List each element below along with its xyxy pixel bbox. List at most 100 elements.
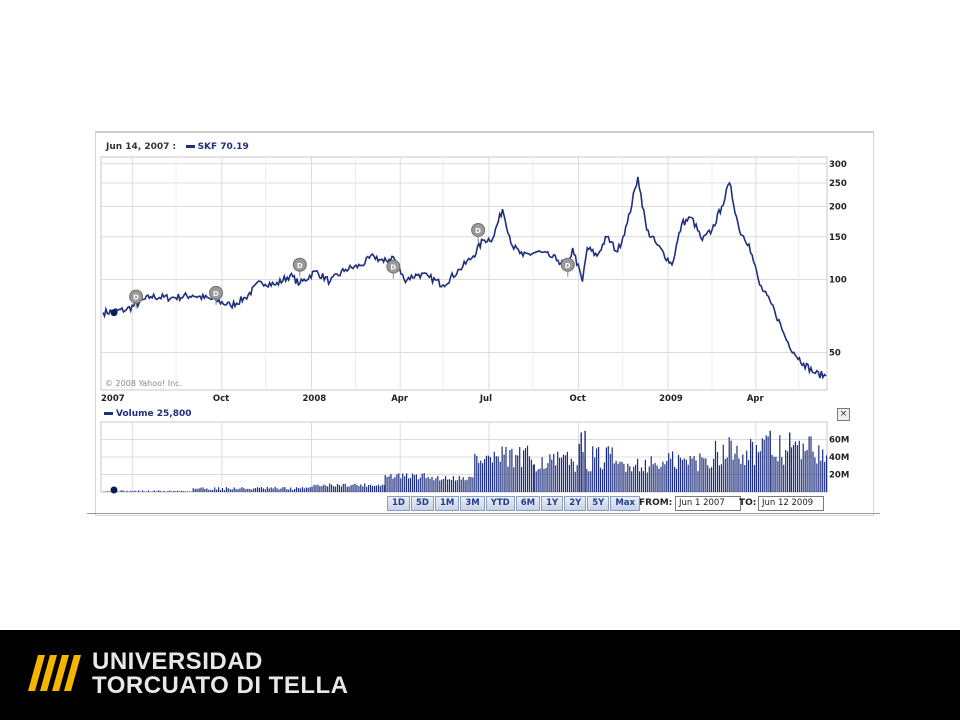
from-date-input[interactable]: Jun 1 2007: [675, 496, 741, 511]
volume-bar: [755, 445, 757, 492]
x-tick-label: Oct: [213, 394, 229, 404]
volume-bar: [216, 489, 218, 492]
volume-bar: [423, 473, 425, 492]
volume-bar: [654, 462, 656, 492]
volume-bar: [433, 480, 435, 492]
volume-bar: [404, 476, 406, 492]
volume-bar: [635, 464, 637, 492]
volume-bar: [718, 465, 720, 492]
volume-bar: [750, 438, 752, 492]
volume-bar: [796, 445, 798, 492]
volume-bar: [709, 468, 711, 492]
volume-bar: [358, 486, 360, 492]
range-button-1y[interactable]: 1Y: [541, 496, 564, 511]
to-date-input[interactable]: Jun 12 2009: [758, 496, 824, 511]
dividend-marker[interactable]: [129, 289, 144, 304]
from-label: FROM:: [639, 498, 673, 508]
volume-bar: [501, 446, 503, 492]
volume-bar: [744, 465, 746, 492]
volume-bar: [227, 488, 229, 492]
range-button-1d[interactable]: 1D: [387, 496, 410, 511]
volume-bar: [519, 447, 521, 492]
range-button-5y[interactable]: 5Y: [587, 496, 610, 511]
volume-bar: [106, 491, 109, 492]
volume-bar: [368, 485, 370, 492]
volume-bar: [258, 487, 261, 492]
volume-bar: [707, 465, 709, 492]
volume-bar: [255, 488, 257, 492]
range-button-1m[interactable]: 1M: [434, 496, 460, 511]
volume-bar: [253, 488, 255, 492]
range-button-5d[interactable]: 5D: [410, 496, 434, 511]
volume-start-dot: [110, 486, 118, 494]
volume-bar: [231, 489, 233, 492]
volume-bar: [229, 489, 231, 492]
volume-bar: [568, 465, 570, 492]
price-legend: Jun 14, 2007 : SKF 70.19: [106, 142, 249, 152]
volume-bar: [652, 464, 654, 492]
volume-bar: [419, 477, 421, 492]
volume-bar: [448, 479, 451, 492]
volume-bar: [163, 490, 165, 492]
volume-bar: [394, 477, 396, 492]
volume-bar: [781, 457, 783, 492]
volume-bar: [826, 455, 828, 492]
volume-bar: [262, 488, 264, 492]
volume-bar: [790, 447, 793, 492]
dividend-marker[interactable]: [209, 285, 224, 300]
volume-bar: [350, 485, 352, 492]
volume-bar: [313, 484, 315, 492]
volume-bar: [480, 460, 482, 492]
volume-bar: [792, 444, 795, 492]
range-button-max[interactable]: Max: [610, 496, 641, 511]
volume-bar: [660, 466, 662, 492]
volume-bar: [411, 473, 414, 492]
volume-bar: [699, 453, 701, 492]
volume-bar: [537, 469, 539, 492]
volume-bar: [738, 458, 740, 492]
volume-bar: [701, 457, 703, 492]
range-button-2y[interactable]: 2Y: [564, 496, 587, 511]
volume-bar: [675, 468, 678, 492]
dividend-marker[interactable]: [292, 257, 307, 272]
volume-bar: [629, 466, 631, 492]
dividend-marker[interactable]: [386, 259, 401, 274]
dividend-marker[interactable]: [471, 222, 486, 237]
volume-bar: [327, 486, 329, 492]
range-selector: 1D 5D 1M 3M YTD 6M 1Y 2Y 5Y Max: [387, 496, 641, 511]
volume-bar: [564, 455, 567, 492]
volume-bar: [212, 490, 214, 492]
volume-bar: [132, 491, 134, 492]
volume-bar: [413, 475, 415, 492]
range-button-6m[interactable]: 6M: [515, 496, 541, 511]
volume-bar: [574, 471, 576, 492]
volume-bar: [390, 474, 392, 492]
volume-bar: [415, 474, 417, 492]
volume-bar: [561, 457, 563, 492]
volume-bar: [549, 454, 551, 492]
volume-bar: [233, 487, 235, 492]
volume-bar: [266, 487, 268, 492]
y-tick-label: 250: [829, 179, 847, 189]
volume-bar: [179, 491, 181, 492]
volume-bar: [437, 476, 439, 492]
volume-bar: [482, 463, 484, 492]
close-volume-button[interactable]: ×: [837, 408, 850, 421]
volume-bar: [551, 459, 553, 492]
volume-bar: [274, 486, 276, 492]
volume-bar: [530, 459, 532, 492]
volume-bar: [192, 488, 194, 492]
volume-bar: [462, 477, 464, 492]
volume-bar: [672, 451, 674, 492]
volume-bar: [336, 483, 339, 492]
x-tick-label: Apr: [391, 394, 409, 404]
volume-bar: [588, 471, 590, 492]
dividend-marker[interactable]: [560, 257, 575, 272]
volume-bar: [297, 488, 300, 492]
range-button-3m[interactable]: 3M: [460, 496, 485, 511]
volume-bar: [711, 467, 713, 492]
volume-bar: [151, 491, 153, 492]
volume-bar: [820, 460, 822, 492]
volume-bar: [586, 469, 588, 492]
range-button-ytd[interactable]: YTD: [485, 496, 515, 511]
